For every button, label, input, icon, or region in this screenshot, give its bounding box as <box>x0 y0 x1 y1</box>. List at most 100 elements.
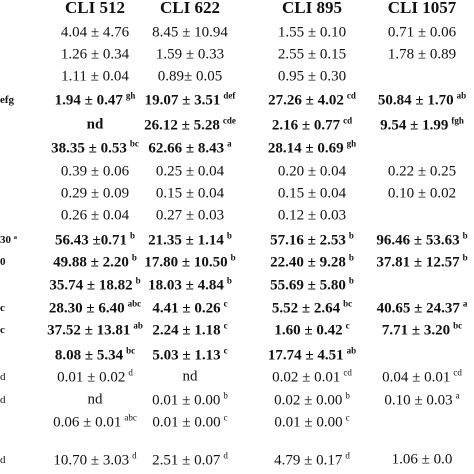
significance-letter: b <box>348 275 354 286</box>
significance-letter: def <box>223 90 236 101</box>
cell: 10.70 ± 3.03 d <box>53 451 136 470</box>
cell-value: 26.12 ± 5.28 <box>144 117 220 134</box>
significance-letter: c <box>223 345 228 356</box>
cell-value: 0.01 ± 0.02 <box>57 369 126 386</box>
cell-value: 4.41 ± 0.26 <box>152 300 221 317</box>
cell: 56.43 ±0.71 b <box>55 231 135 250</box>
significance-letter: gh <box>346 138 357 149</box>
cell: 0.12 ± 0.03 <box>278 208 346 225</box>
cell-value: 22.40 ± 9.28 <box>270 254 346 271</box>
row-fragment: d <box>0 394 6 406</box>
cell-value: 0.95 ± 0.30 <box>277 68 347 85</box>
cell: 8.08 ± 5.34 bc <box>55 346 135 365</box>
row-fragment: c <box>0 324 5 336</box>
significance-letter: b <box>226 275 232 286</box>
cell-value: 8.08 ± 5.34 <box>54 347 124 364</box>
cell: 0.04 ± 0.01 cd <box>382 368 462 387</box>
significance-letter: cd <box>343 115 353 126</box>
cell: 40.65 ± 24.37 a <box>377 299 468 318</box>
column-header: CLI 512 <box>65 0 125 17</box>
row-fragment: d <box>0 371 6 383</box>
significance-letter: b <box>131 252 137 263</box>
significance-letter: c <box>345 320 350 331</box>
cell: 0.20 ± 0.04 <box>278 164 346 181</box>
cell-value: 50.84 ± 1.70 <box>377 92 454 109</box>
significance-letter: d <box>132 450 137 461</box>
cell-value: 0.01 ± 0.00 <box>152 414 221 431</box>
significance-letter: cde <box>222 115 236 126</box>
cell-value: 0.26 ± 0.04 <box>60 207 130 224</box>
cell-value: nd <box>87 391 103 408</box>
cell-value: 18.03 ± 4.84 <box>148 277 224 294</box>
cell: 0.02 ± 0.00 b <box>274 391 350 410</box>
cell: 0.10 ± 0.02 <box>388 186 456 203</box>
cell: 49.88 ± 2.20 b <box>53 253 137 272</box>
significance-letter: c <box>223 320 228 331</box>
cell-value: nd <box>182 368 198 385</box>
significance-letter: b <box>462 252 468 263</box>
cell: 37.52 ± 13.81 ab <box>47 321 143 340</box>
cell: 38.35 ± 0.53 bc <box>51 139 139 158</box>
cell-value: 0.20 ± 0.04 <box>277 163 347 180</box>
cell-value: 7.71 ± 3.20 <box>381 322 451 339</box>
cell: 2.51 ± 0.07 d <box>152 451 228 470</box>
cell: 2.16 ± 0.77 cd <box>272 116 352 135</box>
cell: nd <box>87 117 104 134</box>
cell-value: 57.16 ± 2.53 <box>270 232 346 249</box>
significance-letter: a <box>455 390 460 401</box>
cell-value: 0.01 ± 0.00 <box>274 414 343 431</box>
cell: 26.12 ± 5.28 cde <box>144 116 236 135</box>
cell: 0.06 ± 0.01 abc <box>53 413 137 432</box>
cell: 28.14 ± 0.69 gh <box>268 139 356 158</box>
cell: 0.01 ± 0.00 c <box>152 413 227 432</box>
significance-letter: d <box>223 450 228 461</box>
cell-value: 0.22 ± 0.25 <box>387 163 457 180</box>
cell-value: 0.10 ± 0.02 <box>387 185 457 202</box>
significance-letter: b <box>345 390 350 401</box>
cell-value: 28.30 ± 6.40 <box>48 300 125 317</box>
row-fragment: c <box>0 302 5 314</box>
cell: 57.16 ± 2.53 b <box>270 231 354 250</box>
cell: 0.01 ± 0.00 b <box>152 391 228 410</box>
cell: 0.27 ± 0.03 <box>156 208 224 225</box>
cell: 62.66 ± 8.43 a <box>148 139 231 158</box>
cell-value: 0.15 ± 0.04 <box>277 185 347 202</box>
cell: 9.54 ± 1.99 fgh <box>380 116 464 135</box>
cell-value: 19.07 ± 3.51 <box>144 92 221 109</box>
cell-value: 1.11 ± 0.04 <box>61 68 129 85</box>
cell: 0.15 ± 0.04 <box>278 186 346 203</box>
significance-letter: abc <box>127 298 142 309</box>
cell-value: 0.27 ± 0.03 <box>155 207 225 224</box>
cell: 55.69 ± 5.80 b <box>270 276 354 295</box>
cell-value: 2.16 ± 0.77 <box>271 117 341 134</box>
cell: 0.89± 0.05 <box>158 69 222 86</box>
significance-letter: bc <box>453 320 463 331</box>
cell: 4.79 ± 0.17 d <box>274 451 350 470</box>
cell-value: 0.15 ± 0.04 <box>155 185 225 202</box>
cell-value: 38.35 ± 0.53 <box>51 140 127 157</box>
cell-value: 37.81 ± 12.57 <box>376 254 460 271</box>
cell: nd <box>183 369 198 386</box>
significance-letter: c <box>345 412 350 423</box>
significance-letter: ab <box>133 320 143 331</box>
cell-value: 0.89± 0.05 <box>157 68 223 85</box>
cell: 1.60 ± 0.42 c <box>274 321 349 340</box>
cell: 4.04 ± 4.76 <box>61 25 129 42</box>
cell-value: 5.52 ± 2.64 <box>271 300 341 317</box>
significance-letter: b <box>135 275 141 286</box>
cell-value: 17.80 ± 10.50 <box>144 254 228 271</box>
cell: 8.45 ± 10.94 <box>152 25 228 42</box>
cell: 1.06 ± 0.0 <box>392 452 453 469</box>
cell-value: 17.74 ± 4.51 <box>267 347 344 364</box>
cell: 1.94 ± 0.47 gh <box>55 91 136 110</box>
cell: 1.59 ± 0.33 <box>156 47 224 64</box>
cell: 5.52 ± 2.64 bc <box>272 299 352 318</box>
cell-value: 9.54 ± 1.99 <box>380 117 449 134</box>
cell: 17.80 ± 10.50 b <box>144 253 235 272</box>
cell-value: 0.02 ± 0.01 <box>272 369 341 386</box>
cell-value: 0.29 ± 0.09 <box>60 185 130 202</box>
cell: 1.11 ± 0.04 <box>61 69 129 86</box>
cell-value: 1.06 ± 0.0 <box>391 451 453 468</box>
significance-letter: c <box>223 412 228 423</box>
